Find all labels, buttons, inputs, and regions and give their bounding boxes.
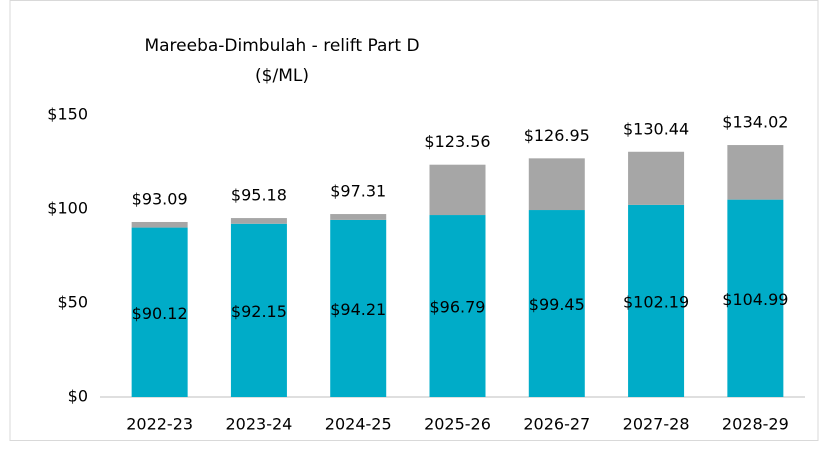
y-tick-label: $100 [47, 199, 88, 218]
chart-subtitle: ($/ML) [255, 66, 309, 86]
x-tick-label: 2024-25 [325, 415, 392, 434]
total-label: $130.44 [623, 119, 689, 138]
total-label: $123.56 [424, 132, 490, 151]
y-tick-label: $150 [47, 105, 88, 124]
x-tick-label: 2025-26 [424, 415, 491, 434]
bar-segment [131, 227, 188, 397]
total-label: $126.95 [524, 126, 590, 145]
data-label: $94.21 [330, 300, 386, 319]
y-tick-label: $0 [68, 387, 88, 406]
bar-segment [429, 164, 486, 216]
bar-segment [131, 221, 188, 228]
bar-segment [330, 214, 387, 220]
data-label: $90.12 [132, 304, 188, 323]
total-label: $95.18 [231, 186, 287, 205]
y-tick-label: $50 [57, 293, 88, 312]
bar-segment [628, 204, 685, 397]
bar-segment [727, 145, 784, 200]
bar-segment [230, 218, 287, 224]
bar-segment [727, 199, 784, 397]
x-tick-label: 2023-24 [225, 415, 292, 434]
bar-segment [528, 158, 585, 211]
data-label: $102.19 [623, 292, 689, 311]
bar-segment [628, 151, 685, 205]
bar-segment [330, 219, 387, 397]
bar-segment [528, 210, 585, 397]
data-label: $104.99 [722, 290, 788, 309]
bar-segment [429, 215, 486, 397]
x-tick-label: 2027-28 [623, 415, 690, 434]
data-label: $99.45 [529, 295, 585, 314]
total-label: $134.02 [722, 113, 788, 132]
data-label: $92.15 [231, 302, 287, 321]
total-label: $93.09 [132, 189, 188, 208]
chart-frame [9, 0, 819, 441]
x-tick-label: 2026-27 [523, 415, 590, 434]
data-label: $96.79 [430, 298, 486, 317]
bar-segment [230, 223, 287, 397]
total-label: $97.31 [330, 182, 386, 201]
x-tick-label: 2022-23 [126, 415, 193, 434]
chart-title: Mareeba-Dimbulah - relift Part D [144, 36, 419, 56]
x-tick-label: 2028-29 [722, 415, 789, 434]
